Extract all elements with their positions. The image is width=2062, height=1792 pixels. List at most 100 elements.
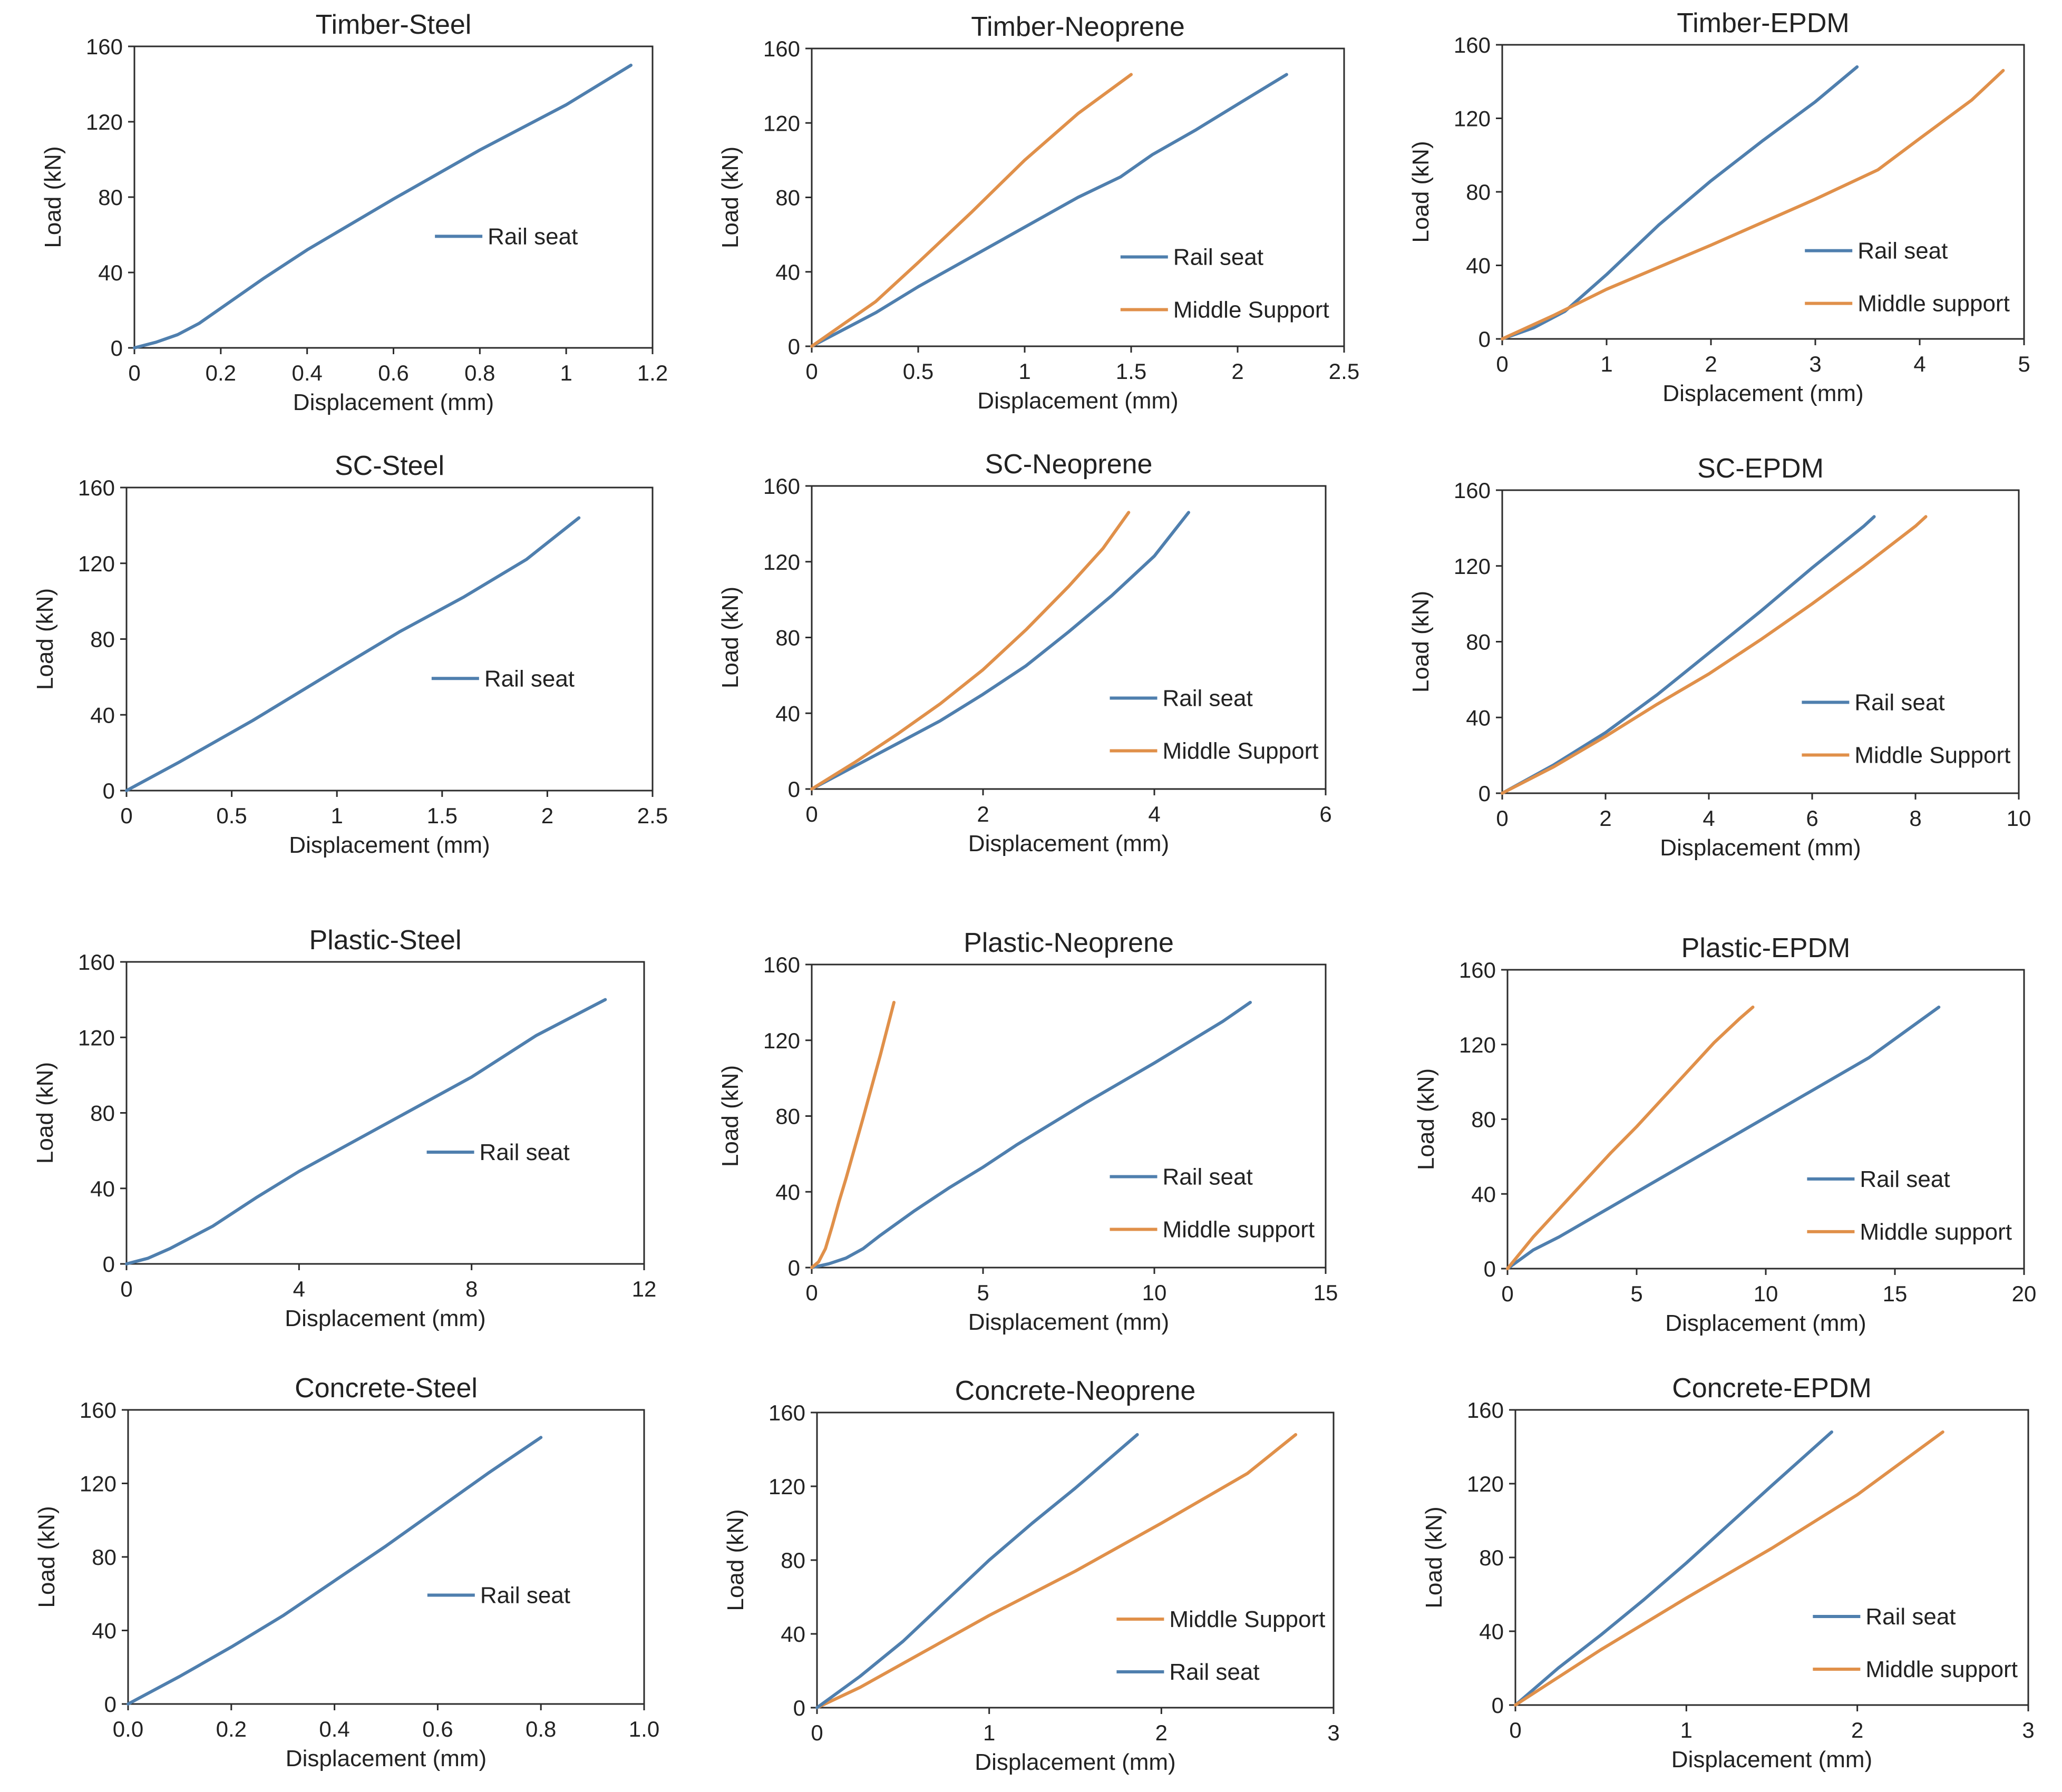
chart-panel-sc-neoprene: SC-Neoprene 0 40 80 120 160 0 2 4 6 Displacement (…	[717, 449, 1332, 856]
chart-title: Timber-EPDM	[1677, 8, 1849, 38]
chart-panel-plastic-neoprene: Plastic-Neoprene 0 40 80 120 160 0 5 10 15 Displac…	[717, 928, 1338, 1335]
x-tick-label: 10	[1754, 1281, 1778, 1306]
x-tick-label: 0.5	[903, 359, 933, 384]
y-tick-label: 120	[1454, 554, 1491, 579]
legend-label: Middle support	[1860, 1219, 2012, 1245]
legend-label: Middle support	[1163, 1217, 1315, 1243]
y-tick-label: 120	[769, 1474, 805, 1499]
x-tick-label: 0.4	[319, 1717, 349, 1741]
y-tick-label: 160	[80, 1398, 116, 1423]
x-tick-label: 2.5	[1329, 359, 1359, 384]
series-line-rail-seat	[810, 73, 1288, 348]
series-line-rail-seat	[1501, 65, 1859, 340]
x-tick-label: 10	[2007, 806, 2031, 831]
x-tick-label: 2	[977, 802, 989, 826]
x-tick-label: 1.2	[637, 361, 668, 385]
y-tick-label: 0	[104, 1692, 116, 1717]
y-tick-label: 0	[793, 1696, 805, 1720]
x-tick-label: 0	[120, 803, 132, 828]
x-tick-label: 1	[331, 803, 343, 828]
y-axis-label: Load (kN)	[32, 588, 58, 690]
y-tick-label: 120	[763, 111, 800, 135]
x-tick-label: 4	[1148, 802, 1160, 826]
y-tick-label: 0	[1484, 1257, 1496, 1281]
chart-panel-timber-epdm: Timber-EPDM 0 40 80 120 160 0 1 2 3 4 5 Displacement…	[1408, 8, 2030, 406]
x-tick-label: 3	[1809, 352, 1821, 376]
chart-panel-plastic-epdm: Plastic-EPDM 0 40 80 120 160 0 5 10 15 20 Displacem…	[1413, 933, 2036, 1336]
y-tick-label: 80	[1479, 1545, 1504, 1570]
x-tick-label: 0.6	[378, 361, 408, 385]
x-axis-label: Displacement (mm)	[975, 1749, 1175, 1775]
legend-label: Rail seat	[484, 666, 575, 692]
chart-title: Concrete-EPDM	[1672, 1373, 1872, 1404]
y-tick-label: 160	[763, 474, 800, 499]
chart-title: Timber-Steel	[316, 9, 472, 40]
x-axis-label: Displacement (mm)	[1662, 381, 1863, 406]
x-tick-label: 5	[977, 1280, 989, 1305]
legend-label: Middle Support	[1169, 1606, 1325, 1632]
x-tick-label: 0	[805, 802, 818, 826]
y-tick-label: 40	[90, 703, 115, 727]
chart-panel-concrete-epdm: Concrete-EPDM 0 40 80 120 160 0 1 2 3 Displacement…	[1421, 1373, 2035, 1772]
legend-label: Rail seat	[1163, 1164, 1253, 1190]
x-tick-label: 3	[1327, 1720, 1339, 1745]
x-tick-label: 0	[120, 1277, 132, 1301]
x-tick-label: 0.0	[113, 1717, 143, 1741]
series-line-middle-support	[810, 73, 1133, 348]
legend-label: Middle support	[1865, 1657, 2018, 1682]
y-tick-label: 0	[788, 334, 800, 359]
y-tick-label: 120	[1459, 1033, 1496, 1057]
x-tick-label: 0.8	[464, 361, 495, 385]
x-axis-label: Displacement (mm)	[286, 1746, 487, 1771]
chart-panel-timber-neoprene: Timber-Neoprene 0 40 80 120 160 0 0.5 1 1.5 2 2.5 Di…	[717, 12, 1359, 414]
y-axis-label: Load (kN)	[1421, 1506, 1447, 1608]
y-tick-label: 120	[1467, 1472, 1504, 1496]
y-tick-label: 160	[78, 475, 115, 500]
y-tick-label: 80	[1466, 630, 1491, 655]
series-line-middle-support	[1514, 1430, 1944, 1707]
legend-label: Middle Support	[1173, 297, 1329, 323]
y-axis-label: Load (kN)	[717, 147, 743, 248]
y-axis-label: Load (kN)	[1408, 591, 1434, 693]
x-tick-label: 0	[1496, 352, 1508, 376]
legend-label: Middle Support	[1163, 738, 1319, 764]
y-tick-label: 120	[78, 551, 115, 576]
y-axis-label: Load (kN)	[34, 1506, 60, 1608]
x-axis-label: Displacement (mm)	[977, 388, 1178, 414]
x-tick-label: 15	[1883, 1281, 1908, 1306]
chart-panel-sc-epdm: SC-EPDM 0 40 80 120 160 0 2 4 6 8 10 Displacement (m…	[1408, 453, 2031, 861]
y-tick-label: 120	[80, 1472, 116, 1496]
y-tick-label: 0	[1479, 327, 1491, 352]
y-tick-label: 120	[763, 550, 800, 574]
series-line-middle-support	[810, 511, 1131, 791]
x-tick-label: 1	[560, 361, 572, 385]
series-line-rail-seat	[1514, 1430, 1833, 1707]
x-axis-label: Displacement (mm)	[1660, 835, 1861, 861]
series-line-middle-support	[1506, 1005, 1755, 1270]
y-tick-label: 80	[775, 186, 800, 210]
x-tick-label: 0	[805, 359, 818, 384]
y-axis-label: Load (kN)	[1408, 141, 1434, 242]
y-axis-label: Load (kN)	[1413, 1068, 1439, 1170]
y-axis-label: Load (kN)	[723, 1509, 748, 1611]
y-tick-label: 0	[788, 1255, 800, 1280]
y-tick-label: 40	[781, 1622, 805, 1647]
x-tick-label: 1.5	[1116, 359, 1146, 384]
y-tick-label: 160	[763, 36, 800, 61]
y-tick-label: 0	[1492, 1693, 1504, 1718]
y-tick-label: 160	[763, 952, 800, 977]
x-tick-label: 0	[1509, 1718, 1521, 1742]
series-line-rail-seat	[1506, 1005, 1941, 1270]
x-tick-label: 0	[805, 1280, 818, 1305]
y-tick-label: 40	[775, 260, 800, 285]
chart-title: SC-Steel	[335, 451, 444, 481]
legend-label: Middle Support	[1854, 743, 2010, 768]
y-tick-label: 40	[775, 701, 800, 726]
y-tick-label: 160	[78, 950, 115, 975]
chart-title: Concrete-Neoprene	[955, 1376, 1196, 1406]
series-line-rail-seat	[810, 511, 1190, 791]
chart-title: Concrete-Steel	[295, 1373, 478, 1404]
x-tick-label: 0.6	[422, 1717, 453, 1741]
x-tick-label: 0	[1496, 806, 1508, 831]
x-tick-label: 6	[1319, 802, 1331, 826]
